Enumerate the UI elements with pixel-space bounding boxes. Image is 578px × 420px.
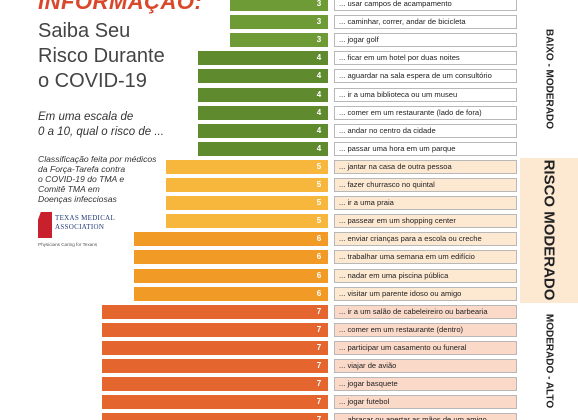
risk-score: 5 <box>316 216 322 226</box>
activity-label: ... jogar basquete <box>334 377 517 392</box>
texas-medical-association-logo: TEXAS MEDICAL ASSOCIATION Physicians Car… <box>38 212 148 252</box>
activity-label: ... ficar em um hotel por duas noites <box>334 51 517 66</box>
question-line-1: Em uma escala de <box>38 111 134 123</box>
activity-label: ... ir a um salão de cabeleireiro ou bar… <box>334 304 517 319</box>
risk-bar <box>230 33 328 48</box>
activity-label: ... andar no centro da cidade <box>334 123 517 138</box>
subtitle-line-2: Risco Durante <box>38 45 165 67</box>
note-line-3: o COVID-19 do TMA e <box>38 174 125 184</box>
activity-label: ... comer em um restaurante (dentro) <box>334 322 517 337</box>
activity-label: ... usar campos de acampamento <box>334 0 517 11</box>
risk-bar <box>102 377 328 392</box>
risk-score: 6 <box>316 234 322 244</box>
note-line-5: Doenças infecciosas <box>38 194 117 204</box>
risk-bar <box>134 250 328 265</box>
activity-label: ... abraçar ou apertar as mãos de um ami… <box>334 413 517 420</box>
risk-score: 4 <box>316 71 322 81</box>
risk-score: 7 <box>316 379 322 389</box>
note-line-4: Comitê TMA em <box>38 184 100 194</box>
activity-label: ... passar uma hora em um parque <box>334 141 517 156</box>
category-label-moderate: RISCO MODERADO <box>540 159 558 301</box>
risk-score: 7 <box>316 342 322 352</box>
risk-bar <box>102 395 328 410</box>
activity-label: ... participar um casamento ou funeral <box>334 340 517 355</box>
risk-score: 6 <box>316 270 322 280</box>
risk-bar <box>102 413 328 420</box>
activity-label: ... jogar golf <box>334 33 517 48</box>
activity-label: ... nadar em uma piscina pública <box>334 268 517 283</box>
risk-score: 4 <box>316 143 322 153</box>
risk-score: 7 <box>316 415 322 420</box>
risk-bar <box>166 196 328 211</box>
activity-label: ... jantar na casa de outra pessoa <box>334 159 517 174</box>
note-line-2: da Força-Tarefa contra <box>38 164 126 174</box>
note-line-1: Classificação feita por médicos <box>38 154 157 164</box>
activity-label: ... passear em um shopping center <box>334 214 517 229</box>
risk-score: 4 <box>316 107 322 117</box>
activity-label: ... ir a uma biblioteca ou um museu <box>334 87 517 102</box>
risk-score: 7 <box>316 397 322 407</box>
risk-bar <box>102 322 328 337</box>
risk-score: 4 <box>316 53 322 63</box>
texas-state-icon <box>38 212 52 238</box>
logo-tagline: Physicians Caring for Texans <box>38 242 98 247</box>
risk-bar <box>230 0 328 11</box>
risk-bar <box>198 141 328 156</box>
risk-bar <box>102 340 328 355</box>
risk-bar <box>166 214 328 229</box>
risk-bar <box>166 178 328 192</box>
category-label-moderate-high: MODERADO - ALTO <box>543 314 555 409</box>
subtitle-line-3: o COVID-19 <box>38 70 147 92</box>
activity-label: ... enviar crianças para a escola ou cre… <box>334 232 517 247</box>
risk-bar <box>102 304 328 319</box>
risk-bar <box>134 286 328 301</box>
risk-bar <box>198 123 328 138</box>
activity-label: ... jogar futebol <box>334 395 517 410</box>
question-line-2: 0 a 10, qual o risco de ... <box>38 126 164 138</box>
subtitle-line-1: Saiba Seu <box>38 20 131 42</box>
risk-bar <box>102 359 328 373</box>
risk-score: 6 <box>316 288 322 298</box>
activity-label: ... ir a uma praia <box>334 196 517 211</box>
risk-bar <box>198 105 328 120</box>
risk-bar <box>166 159 328 174</box>
risk-score: 5 <box>316 198 322 208</box>
risk-score: 3 <box>316 17 322 27</box>
risk-score: 7 <box>316 361 322 370</box>
activity-label: ... aguardar na sala espera de um consul… <box>334 69 517 84</box>
activity-label: ... comer em um restaurante (lado de for… <box>334 105 517 120</box>
activity-label: ... visitar um parente idoso ou amigo <box>334 286 517 301</box>
activity-label: ... fazer churrasco no quintal <box>334 178 517 192</box>
risk-bar <box>134 268 328 283</box>
risk-bar <box>134 232 328 247</box>
risk-score: 4 <box>316 89 322 99</box>
category-band-low-moderate <box>520 0 578 158</box>
risk-score: 7 <box>316 306 322 316</box>
risk-score: 7 <box>316 324 322 334</box>
category-label-low-moderate: BAIXO - MODERADO <box>543 28 555 129</box>
risk-bar <box>198 87 328 102</box>
risk-bar <box>198 51 328 66</box>
logo-name-line-2: ASSOCIATION <box>55 223 105 231</box>
risk-score: 5 <box>316 180 322 189</box>
logo-name-line-1: TEXAS MEDICAL <box>55 214 116 222</box>
risk-score: 5 <box>316 161 322 171</box>
risk-score: 4 <box>316 125 322 135</box>
page-title: INFORMAÇÃO: <box>38 0 203 14</box>
risk-bar <box>230 15 328 30</box>
category-band-moderate-high <box>520 302 578 420</box>
risk-score: 6 <box>316 252 322 262</box>
activity-label: ... trabalhar uma semana em um edifício <box>334 250 517 265</box>
risk-score: 3 <box>316 35 322 45</box>
activity-label: ... caminhar, correr, andar de bicicleta <box>334 15 517 30</box>
risk-score: 3 <box>316 0 322 8</box>
activity-label: ... viajar de avião <box>334 359 517 373</box>
risk-bar <box>198 69 328 84</box>
category-band-moderate <box>520 157 578 303</box>
